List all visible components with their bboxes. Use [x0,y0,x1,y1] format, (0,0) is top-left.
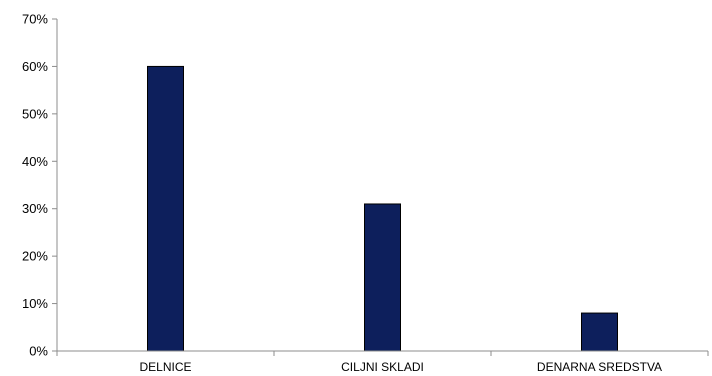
bar-delnice [147,65,184,352]
bar-denarna-sredstva [581,312,618,352]
y-axis-ticks [52,18,57,352]
y-tick-label: 50% [22,106,48,121]
y-tick-label: 20% [22,249,48,264]
y-tick-label: 10% [22,296,48,311]
y-tick-label: 40% [22,154,48,169]
x-axis-tick-labels: DELNICE CILJNI SKLADI DENARNA SREDSTVA [139,360,662,374]
bars [147,65,618,352]
x-tick-label: DENARNA SREDSTVA [537,360,662,374]
x-axis-ticks [56,351,709,356]
x-tick-label: CILJNI SKLADI [341,360,424,374]
y-tick-label: 0% [29,344,48,359]
y-axis-tick-labels: 0% 10% 20% 30% 40% 50% 60% 70% [22,12,48,359]
y-tick-label: 70% [22,12,48,27]
y-tick-label: 60% [22,59,48,74]
x-tick-label: DELNICE [139,360,191,374]
bar-ciljni-skladi [364,203,401,352]
y-tick-label: 30% [22,201,48,216]
